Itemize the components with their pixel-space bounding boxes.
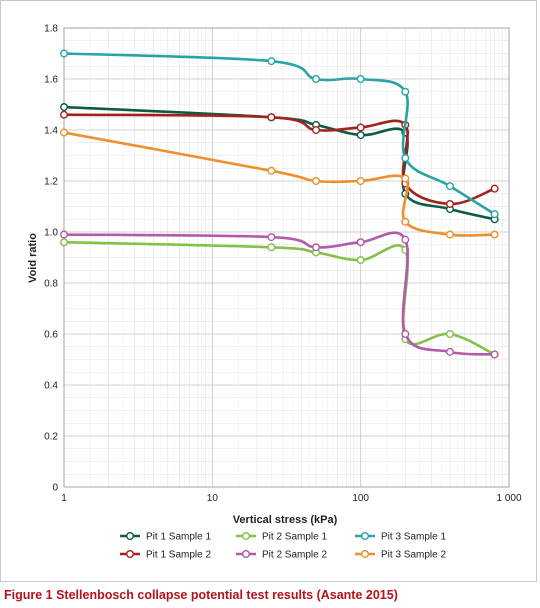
data-point-pit-1-sample-1 [60,103,69,112]
legend-label: Pit 2 Sample 2 [262,550,327,561]
y-tick-label: 1.8 [44,24,58,35]
data-point-pit-2-sample-1 [267,243,276,252]
data-point-pit-3-sample-2 [401,217,410,226]
data-point-pit-1-sample-1 [356,131,365,140]
data-point-pit-1-sample-2 [356,123,365,132]
series-pit-3-sample-1 [60,49,499,219]
x-tick-label: 10 [207,493,219,504]
y-tick-label: 0.2 [44,432,58,443]
legend-item-pit-3-sample-2: Pit 3 Sample 2 [355,550,446,561]
x-tick-label: 1 000 [496,493,521,504]
x-tick-label: 1 [61,493,67,504]
data-point-pit-3-sample-2 [267,166,276,175]
series-pit-3-sample-2 [60,128,499,239]
data-point-pit-3-sample-1 [356,74,365,83]
data-point-pit-2-sample-2 [312,243,321,252]
data-point-pit-2-sample-2 [401,330,410,339]
series-line-pit-2-sample-2 [63,231,495,356]
collapse-potential-chart: Vertical stress (kPa) Void ratio 0 0.2 0.4… [27,24,522,561]
y-tick-label: 1.2 [44,177,58,188]
legend-item-pit-2-sample-2: Pit 2 Sample 2 [236,550,327,561]
legend-swatch-marker [125,532,134,541]
data-point-pit-2-sample-2 [60,230,69,239]
y-tick-label: 0.6 [44,330,58,341]
data-point-pit-3-sample-1 [401,87,410,96]
data-point-pit-3-sample-2 [401,174,410,183]
series-line-pit-3-sample-2 [63,131,495,237]
data-point-pit-3-sample-2 [312,176,321,185]
data-point-pit-2-sample-2 [356,238,365,247]
y-tick-label: 0.4 [44,381,58,392]
legend-label: Pit 2 Sample 1 [262,532,327,543]
y-tick-label: 1.0 [44,228,58,239]
legend-label: Pit 3 Sample 1 [381,532,446,543]
data-point-pit-3-sample-1 [490,210,499,219]
series-line-pit-1-sample-2 [63,113,496,206]
legend-swatch-marker [241,532,250,541]
x-tick-label: 100 [352,493,369,504]
plot-area-border [63,27,510,488]
data-point-pit-2-sample-2 [445,347,454,356]
y-tick-label: 1.6 [44,75,58,86]
legend-item-pit-1-sample-1: Pit 1 Sample 1 [120,532,211,543]
legend-label: Pit 1 Sample 1 [146,532,211,543]
data-point-pit-2-sample-1 [445,330,454,339]
data-point-pit-1-sample-2 [312,125,321,134]
y-tick-label: 0 [52,483,58,494]
data-point-pit-3-sample-1 [60,49,69,58]
data-point-pit-3-sample-2 [490,230,499,239]
data-point-pit-2-sample-2 [267,233,276,242]
data-point-pit-3-sample-2 [60,128,69,137]
legend-label: Pit 1 Sample 2 [146,550,211,561]
series-line-pit-2-sample-1 [63,240,496,356]
series-line-pit-3-sample-1 [63,52,496,216]
legend-swatch-marker [125,550,134,559]
data-point-pit-3-sample-1 [267,57,276,66]
series-line-pit-1-sample-1 [63,105,495,221]
y-tick-label: 1.4 [44,126,58,137]
data-point-pit-1-sample-2 [60,110,69,119]
data-point-pit-2-sample-2 [490,350,499,359]
data-point-pit-3-sample-1 [445,182,454,191]
x-axis-title: Vertical stress (kPa) [233,514,338,526]
data-point-pit-2-sample-1 [60,238,69,247]
data-point-pit-3-sample-1 [401,154,410,163]
data-point-pit-3-sample-2 [356,176,365,185]
figure-caption: Figure 1 Stellenbosch collapse potential… [4,588,398,602]
legend-swatch-marker [361,532,370,541]
legend-item-pit-1-sample-2: Pit 1 Sample 2 [120,550,211,561]
legend-swatch-marker [361,550,370,559]
legend-item-pit-3-sample-1: Pit 3 Sample 1 [355,532,446,543]
legend-label: Pit 3 Sample 2 [381,550,446,561]
series-pit-2-sample-2 [60,230,499,359]
data-point-pit-2-sample-2 [401,235,410,244]
data-point-pit-2-sample-1 [356,256,365,265]
figure-frame [0,0,537,582]
y-tick-label: 0.8 [44,279,58,290]
series-pit-2-sample-1 [60,238,499,359]
data-point-pit-1-sample-2 [267,113,276,122]
data-point-pit-1-sample-2 [445,199,454,208]
series-pit-1-sample-1 [60,103,499,224]
data-point-pit-1-sample-2 [490,184,499,193]
data-point-pit-3-sample-1 [312,74,321,83]
legend-swatch-marker [241,550,250,559]
y-axis-title: Void ratio [27,233,39,283]
legend-item-pit-2-sample-1: Pit 2 Sample 1 [236,532,327,543]
data-point-pit-3-sample-2 [445,230,454,239]
series-pit-1-sample-2 [60,110,499,208]
